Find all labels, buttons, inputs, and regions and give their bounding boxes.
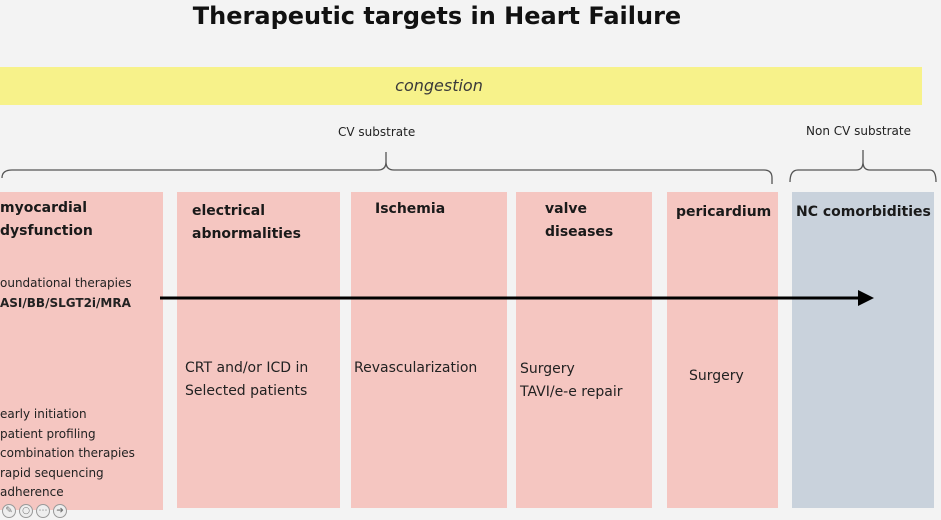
pericardium-title: pericardium [676,204,772,220]
electrical-abnormalities-title: electrical abnormalities [192,203,301,242]
slide-title: Therapeutic targets in Heart Failure [192,2,682,30]
box-myocardial-dysfunction [0,192,163,510]
valve-diseases-text: Surgery TAVI/e-e repair [520,361,623,400]
box-nc-comorbidities [792,192,934,508]
bullet-item: combination therapies [0,446,135,460]
ischemia-text: Revascularization [354,360,478,376]
slide-toolbar: ✎ ○ ⋯ ➜ [2,504,67,518]
cv-substrate-label: CV substrate [338,125,416,139]
box-pericardium [667,192,778,508]
non-cv-substrate-label: Non CV substrate [806,124,911,138]
non-cv-brace [789,150,937,183]
pericardium-text: Surgery [689,368,744,384]
bullet-item: early initiation [0,407,87,421]
box-electrical-abnormalities [177,192,340,508]
foundational-therapies-drugs: ASI/BB/SLGT2i/MRA [0,296,131,310]
pencil-icon[interactable]: ✎ [2,504,16,518]
bullet-item: adherence [0,485,64,499]
more-icon[interactable]: ⋯ [36,504,50,518]
congestion-label: congestion [395,76,483,95]
myocardial-dysfunction-title: myocardial dysfunction [0,200,93,239]
bullet-item: patient profiling [0,427,96,441]
congestion-band [0,67,922,105]
box-ischemia [351,192,507,508]
foundational-therapies-heading: oundational therapies [0,276,132,290]
valve-diseases-title: valve diseases [545,201,614,240]
circle-icon[interactable]: ○ [19,504,33,518]
arrow-right-icon[interactable]: ➜ [53,504,67,518]
box-valve-diseases [516,192,652,508]
cv-brace [1,152,773,184]
electrical-abnormalities-text: CRT and/or ICD in Selected patients [185,360,309,399]
nc-comorbidities-title: NC comorbidities [796,204,931,220]
ischemia-title: Ischemia [375,201,446,217]
bullet-item: rapid sequencing [0,466,104,480]
